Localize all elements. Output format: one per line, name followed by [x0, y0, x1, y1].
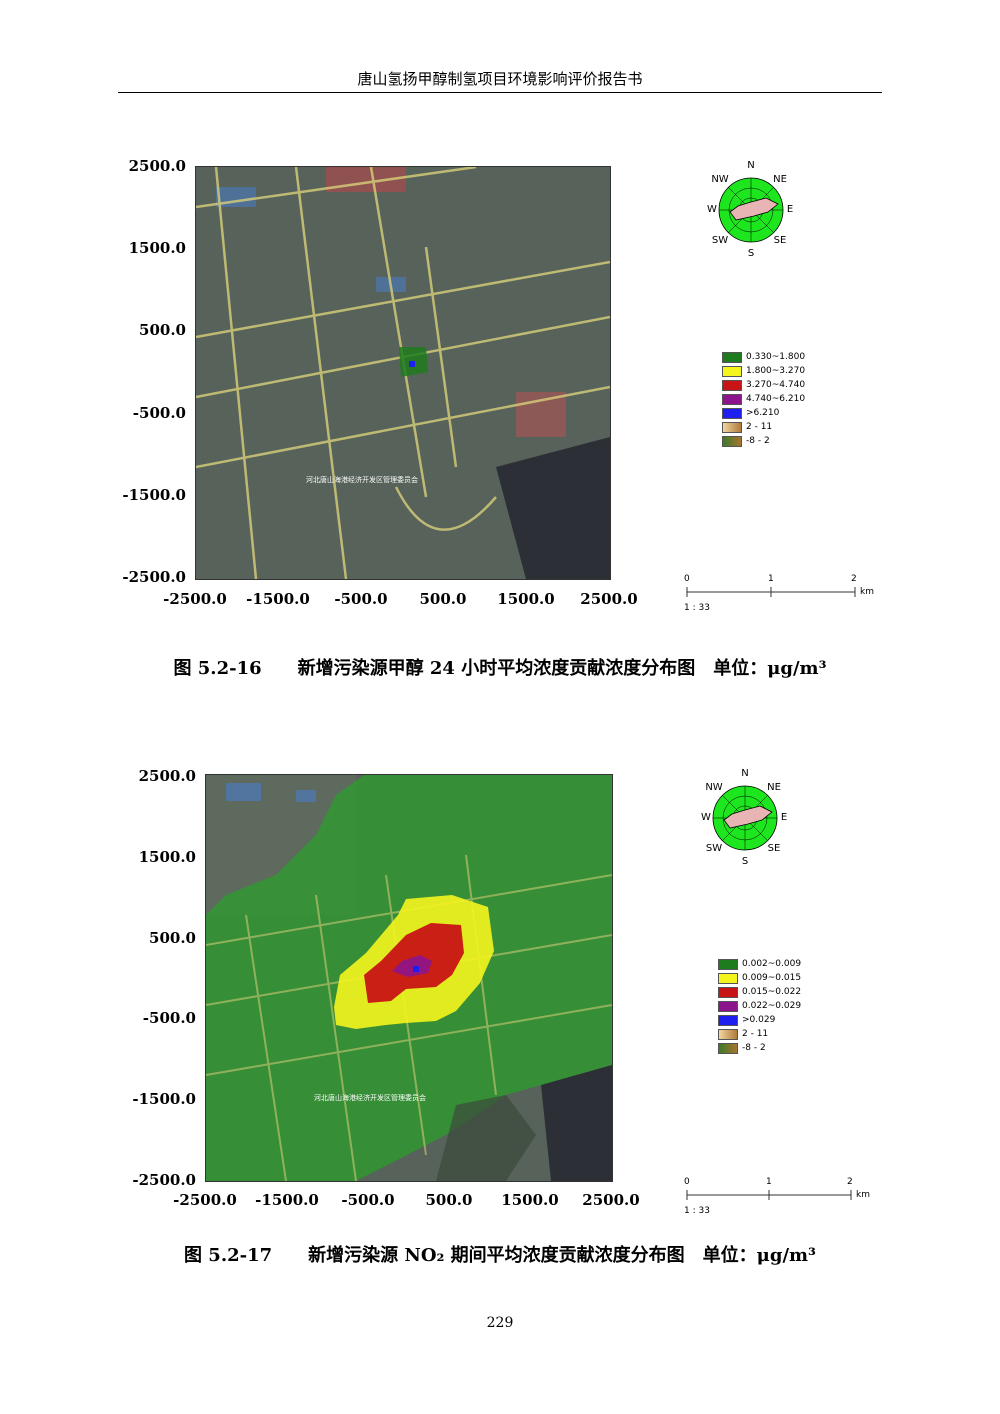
legend-item: 0.015~0.022: [718, 985, 801, 999]
legend-item: >6.210: [722, 406, 805, 420]
x-tick: 500.0: [425, 1191, 473, 1209]
x-tick: 500.0: [419, 590, 467, 608]
x-tick: -1500.0: [255, 1191, 319, 1209]
x-tick: 2500.0: [580, 590, 638, 608]
y-tick: -2500.0: [132, 1171, 196, 1189]
compass-sw: SW: [711, 235, 729, 246]
y-tick: -1500.0: [122, 486, 186, 504]
compass-s: S: [747, 248, 755, 259]
legend: 0.002~0.009 0.009~0.015 0.015~0.022 0.02…: [718, 957, 801, 1055]
compass-ne: NE: [767, 782, 781, 793]
scale-bar: 0 1 2 km 1 : 33: [684, 1177, 884, 1222]
compass-e: E: [786, 204, 794, 215]
y-tick: 500.0: [139, 321, 186, 339]
x-tick: -500.0: [341, 1191, 395, 1209]
x-tick: -2500.0: [163, 590, 227, 608]
compass-se: SE: [767, 843, 781, 854]
scale-ratio: 1 : 33: [684, 1206, 710, 1216]
y-tick: -1500.0: [132, 1090, 196, 1108]
legend-item: >0.029: [718, 1013, 801, 1027]
scale-tick: 2: [847, 1177, 853, 1187]
scale-tick: 2: [851, 574, 857, 584]
wind-rose: N NE E SE S SW W NW: [706, 160, 796, 260]
map-label: 河北唐山海港经济开发区管理委员会: [314, 1093, 426, 1102]
figure-caption: 图 5.2-17 新增污染源 NO₂ 期间平均浓度贡献浓度分布图 单位：μg/m…: [184, 1245, 816, 1266]
scale-unit: km: [860, 587, 874, 597]
wind-rose: N NE E SE S SW W NW: [700, 768, 790, 868]
compass-s: S: [741, 856, 749, 867]
compass-sw: SW: [705, 843, 723, 854]
legend-item: 1.800~3.270: [722, 364, 805, 378]
satellite-map: 河北唐山海港经济开发区管理委员会: [206, 775, 612, 1181]
x-tick: -1500.0: [246, 590, 310, 608]
legend-item: 2 - 11: [718, 1027, 801, 1041]
compass-w: W: [707, 204, 717, 215]
y-tick: 1500.0: [138, 848, 196, 866]
compass-n: N: [747, 160, 755, 171]
map-methanol: 河北唐山海港经济开发区管理委员会: [195, 166, 611, 580]
map-label: 河北唐山海港经济开发区管理委员会: [306, 475, 418, 484]
header-rule: [118, 92, 882, 93]
scale-bar: 0 1 2 km 1 : 33: [684, 574, 884, 619]
compass-se: SE: [773, 235, 787, 246]
scale-tick: 1: [766, 1177, 772, 1187]
legend-item: 2 - 11: [722, 420, 805, 434]
y-tick: -500.0: [132, 404, 186, 422]
scale-tick: 0: [684, 1177, 690, 1187]
x-tick: -2500.0: [173, 1191, 237, 1209]
figure-caption: 图 5.2-16 新增污染源甲醇 24 小时平均浓度贡献浓度分布图 单位：μg/…: [173, 658, 827, 679]
map-no2: 河北唐山海港经济开发区管理委员会: [205, 774, 613, 1182]
satellite-map: 河北唐山海港经济开发区管理委员会: [196, 167, 610, 579]
compass-w: W: [701, 812, 711, 823]
y-tick: 500.0: [149, 929, 196, 947]
y-tick: 2500.0: [138, 767, 196, 785]
compass-nw: NW: [705, 782, 723, 793]
legend-item: 4.740~6.210: [722, 392, 805, 406]
x-tick: -500.0: [334, 590, 388, 608]
wind-rose-icon: [718, 177, 784, 243]
compass-nw: NW: [711, 174, 729, 185]
y-tick: 1500.0: [128, 239, 186, 257]
legend-item: 0.009~0.015: [718, 971, 801, 985]
scale-ratio: 1 : 33: [684, 603, 710, 613]
y-tick: 2500.0: [128, 157, 186, 175]
y-tick: -2500.0: [122, 568, 186, 586]
legend-item: 0.002~0.009: [718, 957, 801, 971]
legend-item: -8 - 2: [718, 1041, 801, 1055]
x-tick: 1500.0: [501, 1191, 559, 1209]
legend: 0.330~1.800 1.800~3.270 3.270~4.740 4.74…: [722, 350, 805, 448]
x-tick: 1500.0: [497, 590, 555, 608]
compass-e: E: [780, 812, 788, 823]
compass-n: N: [741, 768, 749, 779]
legend-item: 0.330~1.800: [722, 350, 805, 364]
wind-rose-icon: [712, 785, 778, 851]
scale-unit: km: [856, 1190, 870, 1200]
legend-item: -8 - 2: [722, 434, 805, 448]
page-header: 唐山氢扬甲醇制氢项目环境影响评价报告书: [357, 70, 643, 88]
x-tick: 2500.0: [582, 1191, 640, 1209]
legend-item: 0.022~0.029: [718, 999, 801, 1013]
compass-ne: NE: [773, 174, 787, 185]
scale-tick: 0: [684, 574, 690, 584]
scale-tick: 1: [768, 574, 774, 584]
legend-item: 3.270~4.740: [722, 378, 805, 392]
y-tick: -500.0: [142, 1009, 196, 1027]
page-number: 229: [486, 1315, 514, 1331]
